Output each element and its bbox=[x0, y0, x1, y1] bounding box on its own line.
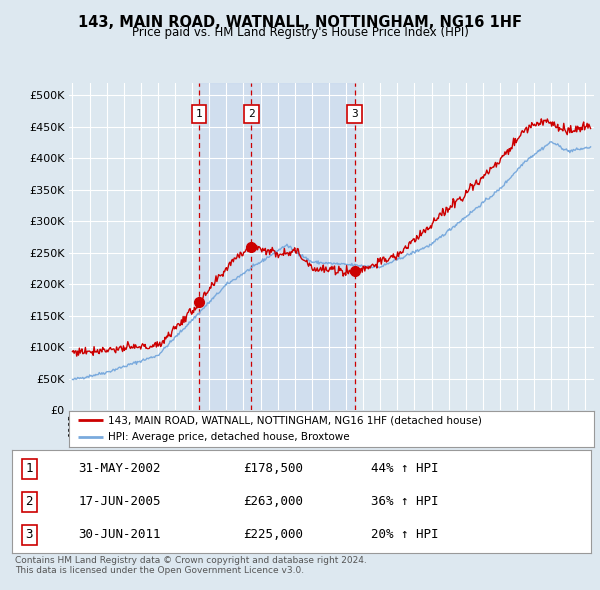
Text: £225,000: £225,000 bbox=[244, 528, 304, 542]
Text: 2: 2 bbox=[248, 109, 254, 119]
Text: 3: 3 bbox=[26, 528, 33, 542]
Bar bbox=[251, 83, 355, 410]
Text: 3: 3 bbox=[351, 109, 358, 119]
Text: 1: 1 bbox=[26, 462, 33, 476]
Text: 143, MAIN ROAD, WATNALL, NOTTINGHAM, NG16 1HF (detached house): 143, MAIN ROAD, WATNALL, NOTTINGHAM, NG1… bbox=[109, 415, 482, 425]
Text: 30-JUN-2011: 30-JUN-2011 bbox=[79, 528, 161, 542]
Text: £178,500: £178,500 bbox=[244, 462, 304, 476]
Text: £263,000: £263,000 bbox=[244, 495, 304, 509]
Text: 143, MAIN ROAD, WATNALL, NOTTINGHAM, NG16 1HF: 143, MAIN ROAD, WATNALL, NOTTINGHAM, NG1… bbox=[78, 15, 522, 30]
Text: 44% ↑ HPI: 44% ↑ HPI bbox=[371, 462, 439, 476]
Text: Contains HM Land Registry data © Crown copyright and database right 2024.
This d: Contains HM Land Registry data © Crown c… bbox=[15, 556, 367, 575]
Text: 36% ↑ HPI: 36% ↑ HPI bbox=[371, 495, 439, 509]
Bar bbox=[199, 83, 251, 410]
Text: 17-JUN-2005: 17-JUN-2005 bbox=[79, 495, 161, 509]
Text: 20% ↑ HPI: 20% ↑ HPI bbox=[371, 528, 439, 542]
Text: Price paid vs. HM Land Registry's House Price Index (HPI): Price paid vs. HM Land Registry's House … bbox=[131, 26, 469, 39]
Text: 31-MAY-2002: 31-MAY-2002 bbox=[79, 462, 161, 476]
Text: HPI: Average price, detached house, Broxtowe: HPI: Average price, detached house, Brox… bbox=[109, 432, 350, 442]
Text: 1: 1 bbox=[196, 109, 203, 119]
Text: 2: 2 bbox=[26, 495, 33, 509]
